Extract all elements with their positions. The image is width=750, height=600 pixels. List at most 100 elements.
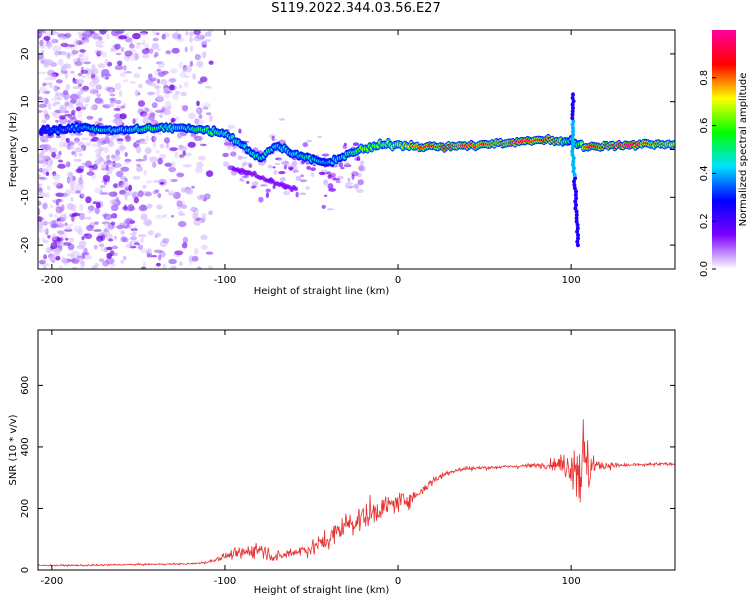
x-axis-label: Height of straight line (km) (254, 286, 390, 297)
x-tick-label: 0 (395, 275, 401, 286)
noise-blob (359, 165, 367, 172)
noise-blob (59, 115, 66, 120)
noise-blob (63, 90, 69, 95)
noise-blob (67, 52, 71, 60)
noise-blob (114, 82, 122, 90)
noise-blob (327, 183, 334, 190)
noise-blob (65, 137, 70, 143)
noise-blob (60, 42, 69, 48)
noise-blob (122, 220, 128, 227)
noise-blob (38, 259, 47, 265)
noise-blob (108, 162, 117, 166)
noise-blob (85, 196, 92, 204)
noise-blob (42, 82, 47, 87)
noise-blob (56, 97, 63, 101)
colorbar-tick-label: 0.0 (699, 261, 710, 277)
noise-blob (43, 97, 49, 105)
spike-mark (573, 176, 578, 181)
noise-blob (98, 243, 105, 247)
noise-blob (159, 153, 167, 159)
noise-blob (157, 192, 162, 199)
noise-blob (152, 30, 157, 36)
noise-blob (168, 258, 177, 265)
noise-blob (189, 259, 193, 266)
noise-blob (64, 52, 71, 58)
noise-blob (165, 189, 169, 192)
noise-blob (147, 91, 156, 96)
noise-blob (293, 166, 298, 170)
noise-blob (232, 144, 236, 150)
noise-blob (102, 174, 111, 182)
noise-blob (79, 177, 83, 185)
spike-mark (571, 125, 575, 131)
noise-blob (177, 206, 182, 210)
noise-blob (151, 255, 158, 258)
noise-blob (132, 229, 137, 237)
noise-blob (85, 95, 91, 102)
noise-blob (188, 112, 196, 120)
noise-blob (111, 118, 120, 124)
noise-blob (98, 258, 104, 263)
noise-blob (44, 137, 50, 143)
noise-blob (161, 33, 166, 40)
noise-blob (131, 191, 139, 199)
spike-mark (570, 115, 575, 121)
noise-blob (152, 141, 157, 148)
noise-blob (107, 103, 116, 107)
noise-blob (246, 180, 250, 184)
noise-blob (204, 31, 212, 37)
noise-blob (196, 108, 200, 114)
noise-blob (83, 30, 93, 34)
noise-blob (282, 190, 291, 196)
noise-blob (86, 33, 94, 39)
noise-blob (258, 161, 265, 166)
noise-blob (171, 77, 175, 84)
noise-blob (97, 49, 103, 56)
y-tick-label: 10 (20, 95, 31, 108)
noise-blob (160, 108, 170, 112)
noise-blob (164, 162, 173, 167)
noise-blob (191, 185, 195, 189)
colorbar-tick-label: 0.4 (699, 165, 710, 181)
spike-mark (576, 236, 580, 241)
noise-blob (40, 220, 49, 225)
colorbar-label: Normalized spectral amplitude (738, 73, 749, 227)
noise-blob (194, 118, 200, 125)
noise-blob (38, 229, 42, 233)
noise-blob (117, 60, 123, 66)
noise-blob (70, 182, 75, 191)
noise-blob (170, 68, 178, 74)
noise-blob (101, 51, 108, 58)
noise-blob (143, 43, 150, 48)
noise-blob (181, 242, 188, 249)
spike-mark (575, 226, 580, 231)
noise-blob (113, 252, 118, 257)
noise-blob (77, 254, 86, 260)
noise-blob (163, 89, 171, 94)
noise-blob (310, 171, 315, 178)
noise-blob (346, 182, 354, 185)
noise-blob (288, 166, 294, 170)
noise-blob (124, 178, 128, 183)
noise-blob (99, 40, 105, 44)
noise-blob (113, 183, 118, 189)
noise-blob (185, 152, 192, 157)
noise-blob (44, 160, 53, 168)
y-tick-label: 200 (20, 499, 31, 518)
noise-blob (75, 40, 83, 45)
noise-blob (130, 54, 140, 62)
noise-blob (56, 198, 62, 203)
noise-blob (140, 248, 148, 254)
noise-blob (110, 263, 116, 268)
noise-blob (38, 216, 45, 221)
noise-blob (347, 185, 355, 189)
noise-blob (251, 181, 259, 186)
noise-blob (162, 238, 170, 244)
noise-blob (321, 153, 330, 157)
y-tick-label: -10 (20, 189, 31, 205)
noise-blob (124, 152, 128, 157)
noise-blob (165, 100, 172, 108)
noise-blob (156, 94, 164, 102)
noise-blob (86, 72, 92, 79)
noise-blob (54, 52, 59, 58)
